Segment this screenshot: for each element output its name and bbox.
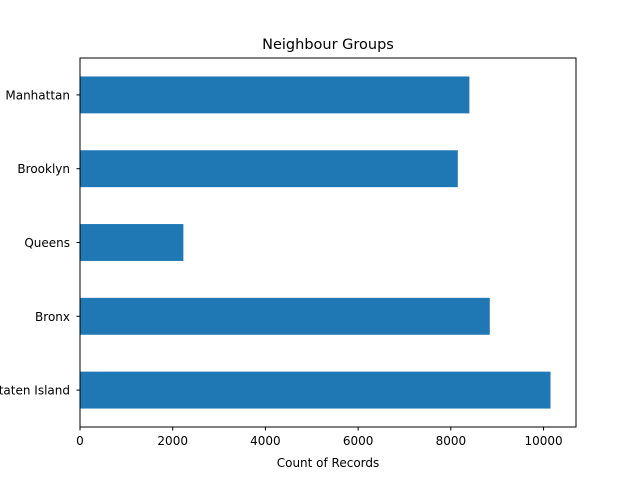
- x-tick-label: 10000: [524, 434, 562, 448]
- x-tick-label: 0: [76, 434, 84, 448]
- x-ticks: 0 2000 4000 6000 8000 10000: [76, 427, 562, 448]
- y-tick-label: Queens: [24, 236, 70, 250]
- x-tick-label: 6000: [343, 434, 374, 448]
- y-tick-label: Staten Island: [0, 384, 70, 398]
- y-tick-label: Brooklyn: [17, 162, 70, 176]
- y-tick-label: Bronx: [35, 310, 70, 324]
- chart-title: Neighbour Groups: [262, 37, 394, 53]
- bar-queens: [80, 224, 183, 261]
- x-tick-label: 8000: [436, 434, 467, 448]
- y-ticks: Manhattan Brooklyn Queens Bronx Staten Islan…: [0, 88, 80, 397]
- bar-manhattan: [80, 76, 469, 113]
- bar-bronx: [80, 298, 490, 335]
- bar-brooklyn: [80, 150, 458, 187]
- bar-staten-island: [80, 372, 551, 409]
- x-axis-label: Count of Records: [277, 456, 380, 470]
- x-tick-label: 4000: [250, 434, 281, 448]
- x-tick-label: 2000: [157, 434, 188, 448]
- bars-layer: [80, 76, 551, 408]
- y-tick-label: Manhattan: [5, 88, 70, 102]
